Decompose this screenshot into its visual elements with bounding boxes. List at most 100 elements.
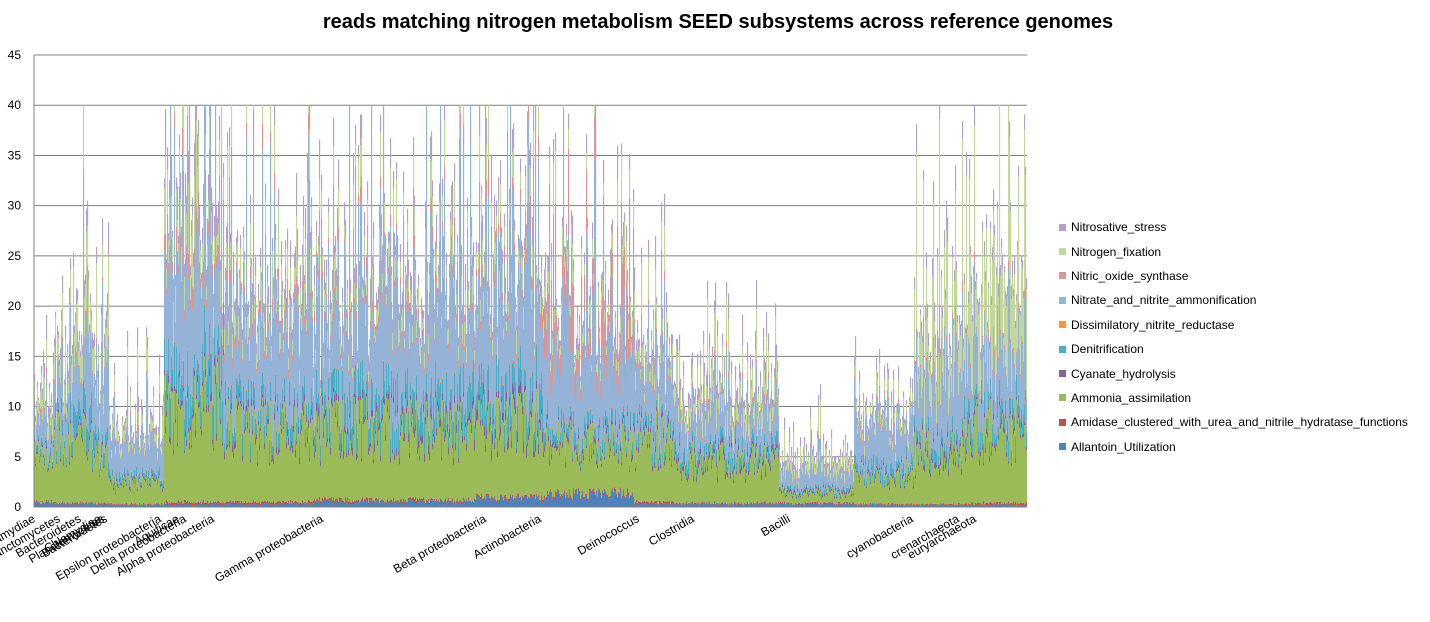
bar-segment [106, 431, 108, 443]
bar-segment [325, 294, 327, 312]
bar-segment [261, 385, 263, 401]
bar [266, 336, 268, 507]
bar-segment [387, 389, 389, 407]
bar-segment [221, 335, 223, 381]
bar-segment [239, 269, 241, 278]
bar-segment [231, 383, 233, 385]
bar-segment [173, 505, 175, 507]
bar-segment [283, 352, 285, 357]
bar-segment [450, 211, 452, 221]
bar-segment [39, 403, 41, 412]
bar-segment [216, 265, 218, 382]
bar-segment [185, 502, 187, 507]
bar-segment [46, 501, 48, 507]
bar-segment [331, 309, 333, 321]
bar [136, 431, 138, 507]
bar-segment [470, 382, 472, 420]
bar-segment [179, 351, 181, 354]
bar-segment [373, 503, 375, 507]
bar-segment [89, 407, 91, 436]
bar-segment [360, 114, 362, 146]
bar [83, 105, 85, 507]
bar-segment [167, 370, 169, 395]
bar-segment [422, 336, 424, 422]
bar-segment [154, 440, 156, 443]
bar-segment [329, 372, 331, 375]
bar [65, 325, 67, 507]
bar-segment [112, 474, 114, 476]
bar-segment [223, 302, 225, 350]
bar-segment [342, 500, 344, 503]
bar-segment [362, 398, 364, 498]
bar-segment [335, 270, 337, 278]
bar-segment [203, 502, 205, 507]
bar-segment [153, 470, 155, 471]
bar [366, 256, 368, 507]
bar-segment [425, 258, 427, 270]
bar-segment [481, 362, 483, 399]
bar-segment [107, 349, 109, 352]
bar-segment [242, 340, 244, 360]
bar [304, 275, 306, 507]
bar-segment [427, 416, 429, 501]
bar-segment [363, 380, 365, 383]
bar [147, 336, 149, 507]
bar-segment [216, 236, 218, 257]
bar-segment [386, 393, 388, 398]
bar-segment [404, 500, 406, 502]
bar-segment [450, 402, 452, 411]
bar-segment [386, 285, 388, 295]
bar-segment [117, 423, 119, 442]
bar-segment [408, 260, 410, 277]
bar-segment [404, 411, 406, 414]
bar-segment [283, 500, 285, 504]
bar-segment [125, 472, 127, 474]
bar-segment [115, 455, 117, 485]
bar [111, 440, 113, 507]
bar-segment [107, 439, 109, 441]
bar [250, 194, 252, 507]
bar-segment [151, 412, 153, 420]
bar-segment [113, 482, 115, 483]
bar-segment [132, 475, 134, 480]
bar-segment [350, 400, 352, 433]
bar-segment [477, 420, 479, 494]
bar-segment [407, 366, 409, 368]
bar-segment [148, 434, 150, 439]
bar-segment [44, 457, 46, 464]
bar-segment [391, 502, 393, 507]
bar-segment [350, 399, 352, 401]
bar-segment [423, 389, 425, 391]
bar-segment [55, 317, 57, 335]
bar-segment [51, 393, 53, 404]
bar-segment [359, 380, 361, 382]
bar-segment [347, 288, 349, 313]
bar [460, 105, 462, 507]
bar [462, 304, 464, 507]
bar-segment [125, 433, 127, 435]
bar-segment [193, 503, 195, 507]
bar-segment [195, 105, 197, 412]
bar-segment [80, 501, 82, 503]
bar-segment [398, 320, 400, 346]
bar-segment [200, 429, 202, 502]
bar-segment [272, 444, 274, 447]
bar-segment [353, 434, 355, 502]
bar-segment [154, 479, 156, 482]
bar-segment [168, 263, 170, 273]
bar-segment [185, 174, 187, 204]
bar-segment [289, 327, 291, 332]
bar-segment [415, 424, 417, 431]
bar-segment [450, 503, 452, 507]
bar-segment [138, 411, 140, 426]
bar-segment [408, 500, 410, 507]
bar-segment [280, 501, 282, 505]
bar-segment [368, 455, 370, 503]
bar-segment [358, 366, 360, 368]
bar-segment [345, 499, 347, 507]
bar-segment [97, 504, 99, 506]
bar-segment [159, 475, 161, 505]
bar-segment [192, 418, 194, 503]
bar-segment [451, 500, 453, 503]
bar-segment [36, 427, 38, 445]
